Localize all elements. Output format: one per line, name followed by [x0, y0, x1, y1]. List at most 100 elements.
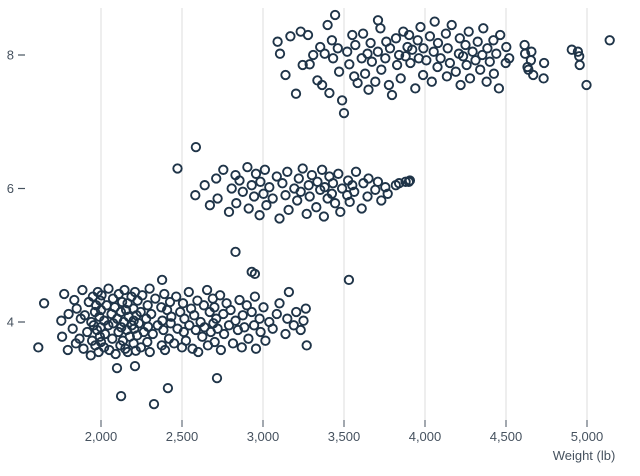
data-point — [301, 208, 312, 220]
data-point — [211, 313, 222, 324]
data-point — [260, 335, 271, 346]
data-point — [280, 328, 291, 340]
data-point — [365, 37, 376, 49]
data-point — [180, 335, 192, 346]
data-point — [358, 178, 369, 189]
data-point — [319, 182, 330, 193]
x-axis-tick-labels: 2,000 2,500 3,000 3,500 4,000 4,500 5,000 — [85, 429, 604, 444]
data-point — [267, 193, 278, 204]
data-point — [581, 79, 592, 91]
data-point — [526, 46, 537, 57]
data-point — [171, 291, 182, 302]
x-axis-ticks — [100, 420, 588, 427]
x-tick-label: 3,000 — [247, 429, 280, 444]
data-point — [283, 286, 295, 298]
data-point — [291, 306, 302, 318]
data-point — [230, 315, 241, 326]
y-tick-label: 8 — [7, 48, 14, 63]
data-point — [135, 306, 146, 318]
data-point — [350, 166, 362, 177]
data-point — [246, 306, 257, 318]
data-point — [519, 48, 531, 59]
data-point — [237, 310, 248, 321]
data-point — [183, 286, 194, 298]
data-point — [395, 73, 406, 84]
data-point — [236, 342, 247, 353]
data-point — [604, 35, 615, 46]
data-point — [258, 188, 269, 199]
data-point — [129, 360, 141, 372]
data-point — [56, 315, 67, 326]
data-point — [481, 76, 492, 87]
data-point — [352, 77, 363, 89]
data-point — [415, 21, 426, 33]
data-point — [192, 295, 203, 306]
data-point — [79, 310, 90, 321]
data-point — [386, 89, 398, 101]
data-point — [199, 180, 210, 191]
data-point — [144, 346, 155, 358]
data-point — [38, 298, 50, 309]
data-point — [248, 320, 260, 331]
data-point — [250, 168, 262, 179]
data-point — [318, 211, 330, 222]
data-point — [316, 164, 328, 175]
data-point — [274, 298, 285, 309]
data-point — [366, 56, 378, 67]
data-point — [159, 288, 170, 300]
data-point — [347, 180, 358, 191]
data-point — [283, 204, 294, 216]
data-point — [218, 328, 230, 340]
data-point — [384, 43, 396, 54]
data-point — [172, 163, 183, 174]
data-point — [297, 59, 308, 71]
data-point — [329, 198, 341, 209]
data-point — [324, 87, 335, 99]
data-point — [282, 313, 293, 324]
data-point — [435, 53, 446, 64]
data-point — [242, 161, 253, 173]
data-point — [403, 29, 415, 41]
data-point — [95, 336, 107, 348]
data-point — [304, 191, 315, 202]
data-point — [259, 164, 271, 175]
data-point — [460, 39, 471, 51]
data-point — [33, 342, 44, 353]
data-point — [184, 320, 195, 331]
data-point — [376, 64, 387, 75]
data-point — [390, 33, 402, 44]
data-point — [137, 290, 148, 301]
data-point — [428, 46, 439, 57]
data-point — [177, 298, 189, 309]
data-point — [234, 294, 245, 306]
data-point — [198, 300, 210, 311]
data-point — [292, 195, 303, 206]
data-point — [218, 164, 229, 175]
data-point — [382, 188, 393, 199]
data-point — [300, 303, 311, 314]
data-point — [429, 16, 440, 27]
data-point — [159, 344, 171, 356]
data-point — [150, 293, 161, 304]
data-point — [478, 23, 489, 34]
data-point — [349, 186, 360, 197]
data-point — [488, 68, 500, 79]
data-point — [335, 206, 346, 218]
data-point — [209, 336, 220, 348]
data-point — [327, 53, 339, 64]
data-point — [450, 66, 461, 77]
data-point — [484, 56, 495, 67]
data-point — [356, 203, 367, 214]
data-point — [119, 284, 130, 296]
data-point — [179, 313, 190, 324]
data-point — [209, 302, 220, 313]
data-point — [308, 49, 319, 61]
data-point — [197, 331, 208, 342]
data-point — [472, 36, 483, 47]
data-point — [190, 324, 201, 336]
data-point — [372, 46, 384, 57]
data-point — [165, 318, 176, 329]
data-point — [290, 88, 302, 99]
data-point — [344, 196, 355, 208]
